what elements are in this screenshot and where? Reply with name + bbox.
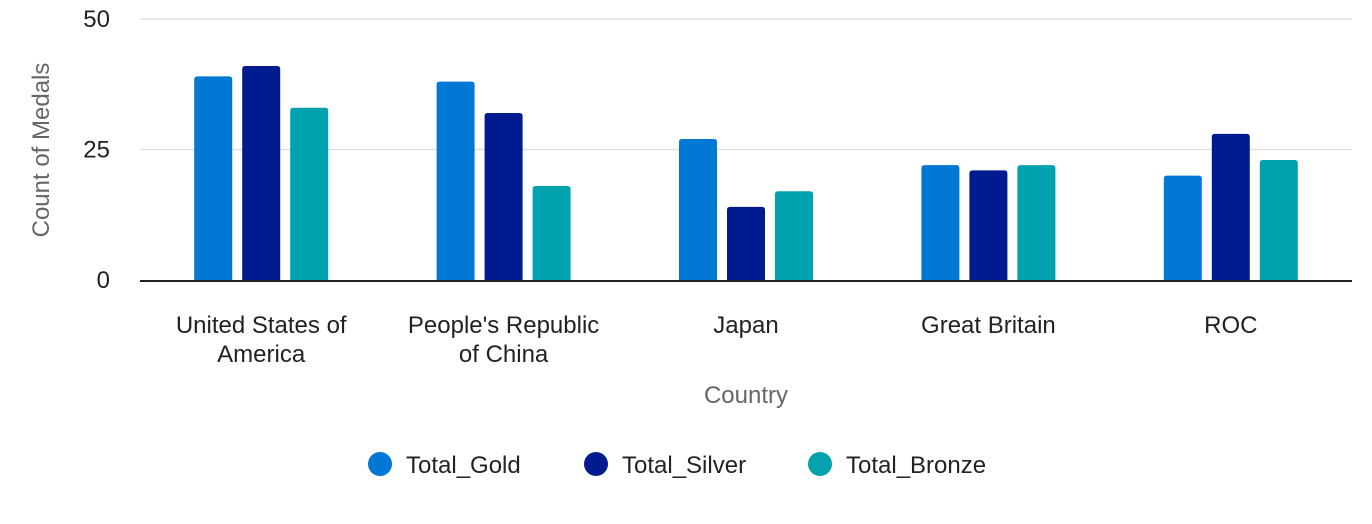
legend-swatch-total-silver bbox=[584, 452, 608, 476]
bar-total-bronze[interactable] bbox=[290, 107, 329, 281]
x-tick-label-line: ROC bbox=[1204, 312, 1257, 339]
bar-total-bronze[interactable] bbox=[532, 186, 571, 280]
y-axis-ticks: 0 25 50 bbox=[83, 6, 110, 294]
bar-total-gold[interactable] bbox=[1163, 175, 1202, 280]
bar-total-silver[interactable] bbox=[242, 65, 281, 280]
x-tick-label-line: Japan bbox=[713, 312, 778, 339]
bars bbox=[194, 65, 1298, 281]
x-tick-label: People's Republic of China bbox=[408, 312, 599, 368]
bar-total-gold[interactable] bbox=[194, 76, 233, 280]
x-tick-label-line: America bbox=[217, 341, 306, 368]
gridlines bbox=[140, 18, 1352, 151]
legend: Total_Gold Total_Silver Total_Bronze bbox=[368, 452, 986, 479]
x-tick-label-line: Great Britain bbox=[921, 312, 1056, 339]
legend-swatch-total-bronze bbox=[808, 452, 832, 476]
x-axis-ticks: United States of America People's Republic… bbox=[176, 312, 1258, 368]
bar-total-silver[interactable] bbox=[484, 112, 523, 281]
x-tick-label: United States of America bbox=[176, 312, 347, 368]
y-tick-label: 50 bbox=[83, 6, 110, 33]
bar-total-bronze[interactable] bbox=[1259, 159, 1298, 280]
legend-label[interactable]: Total_Bronze bbox=[846, 452, 986, 479]
bar-total-gold[interactable] bbox=[921, 165, 960, 280]
legend-label[interactable]: Total_Gold bbox=[406, 452, 521, 479]
bar-total-bronze[interactable] bbox=[775, 191, 813, 280]
x-axis-title: Country bbox=[704, 382, 788, 409]
x-tick-label: ROC bbox=[1204, 312, 1257, 339]
bar-total-gold[interactable] bbox=[679, 139, 717, 280]
bar-total-gold[interactable] bbox=[436, 81, 475, 280]
bar-total-silver[interactable] bbox=[969, 170, 1008, 280]
y-axis-title: Count of Medals bbox=[28, 63, 55, 238]
y-tick-label: 0 bbox=[97, 267, 110, 294]
x-tick-label-line: of China bbox=[459, 341, 549, 368]
x-tick-label: Japan bbox=[713, 312, 778, 339]
legend-label[interactable]: Total_Silver bbox=[622, 452, 746, 479]
bar-total-silver[interactable] bbox=[727, 206, 765, 280]
y-tick-label: 25 bbox=[83, 137, 110, 164]
x-tick-label-line: United States of bbox=[176, 312, 347, 339]
x-tick-label-line: People's Republic bbox=[408, 312, 599, 339]
legend-swatch-total-gold bbox=[368, 452, 392, 476]
bar-total-silver[interactable] bbox=[1211, 133, 1250, 280]
bar-total-bronze[interactable] bbox=[1017, 165, 1056, 280]
x-tick-label: Great Britain bbox=[921, 312, 1056, 339]
